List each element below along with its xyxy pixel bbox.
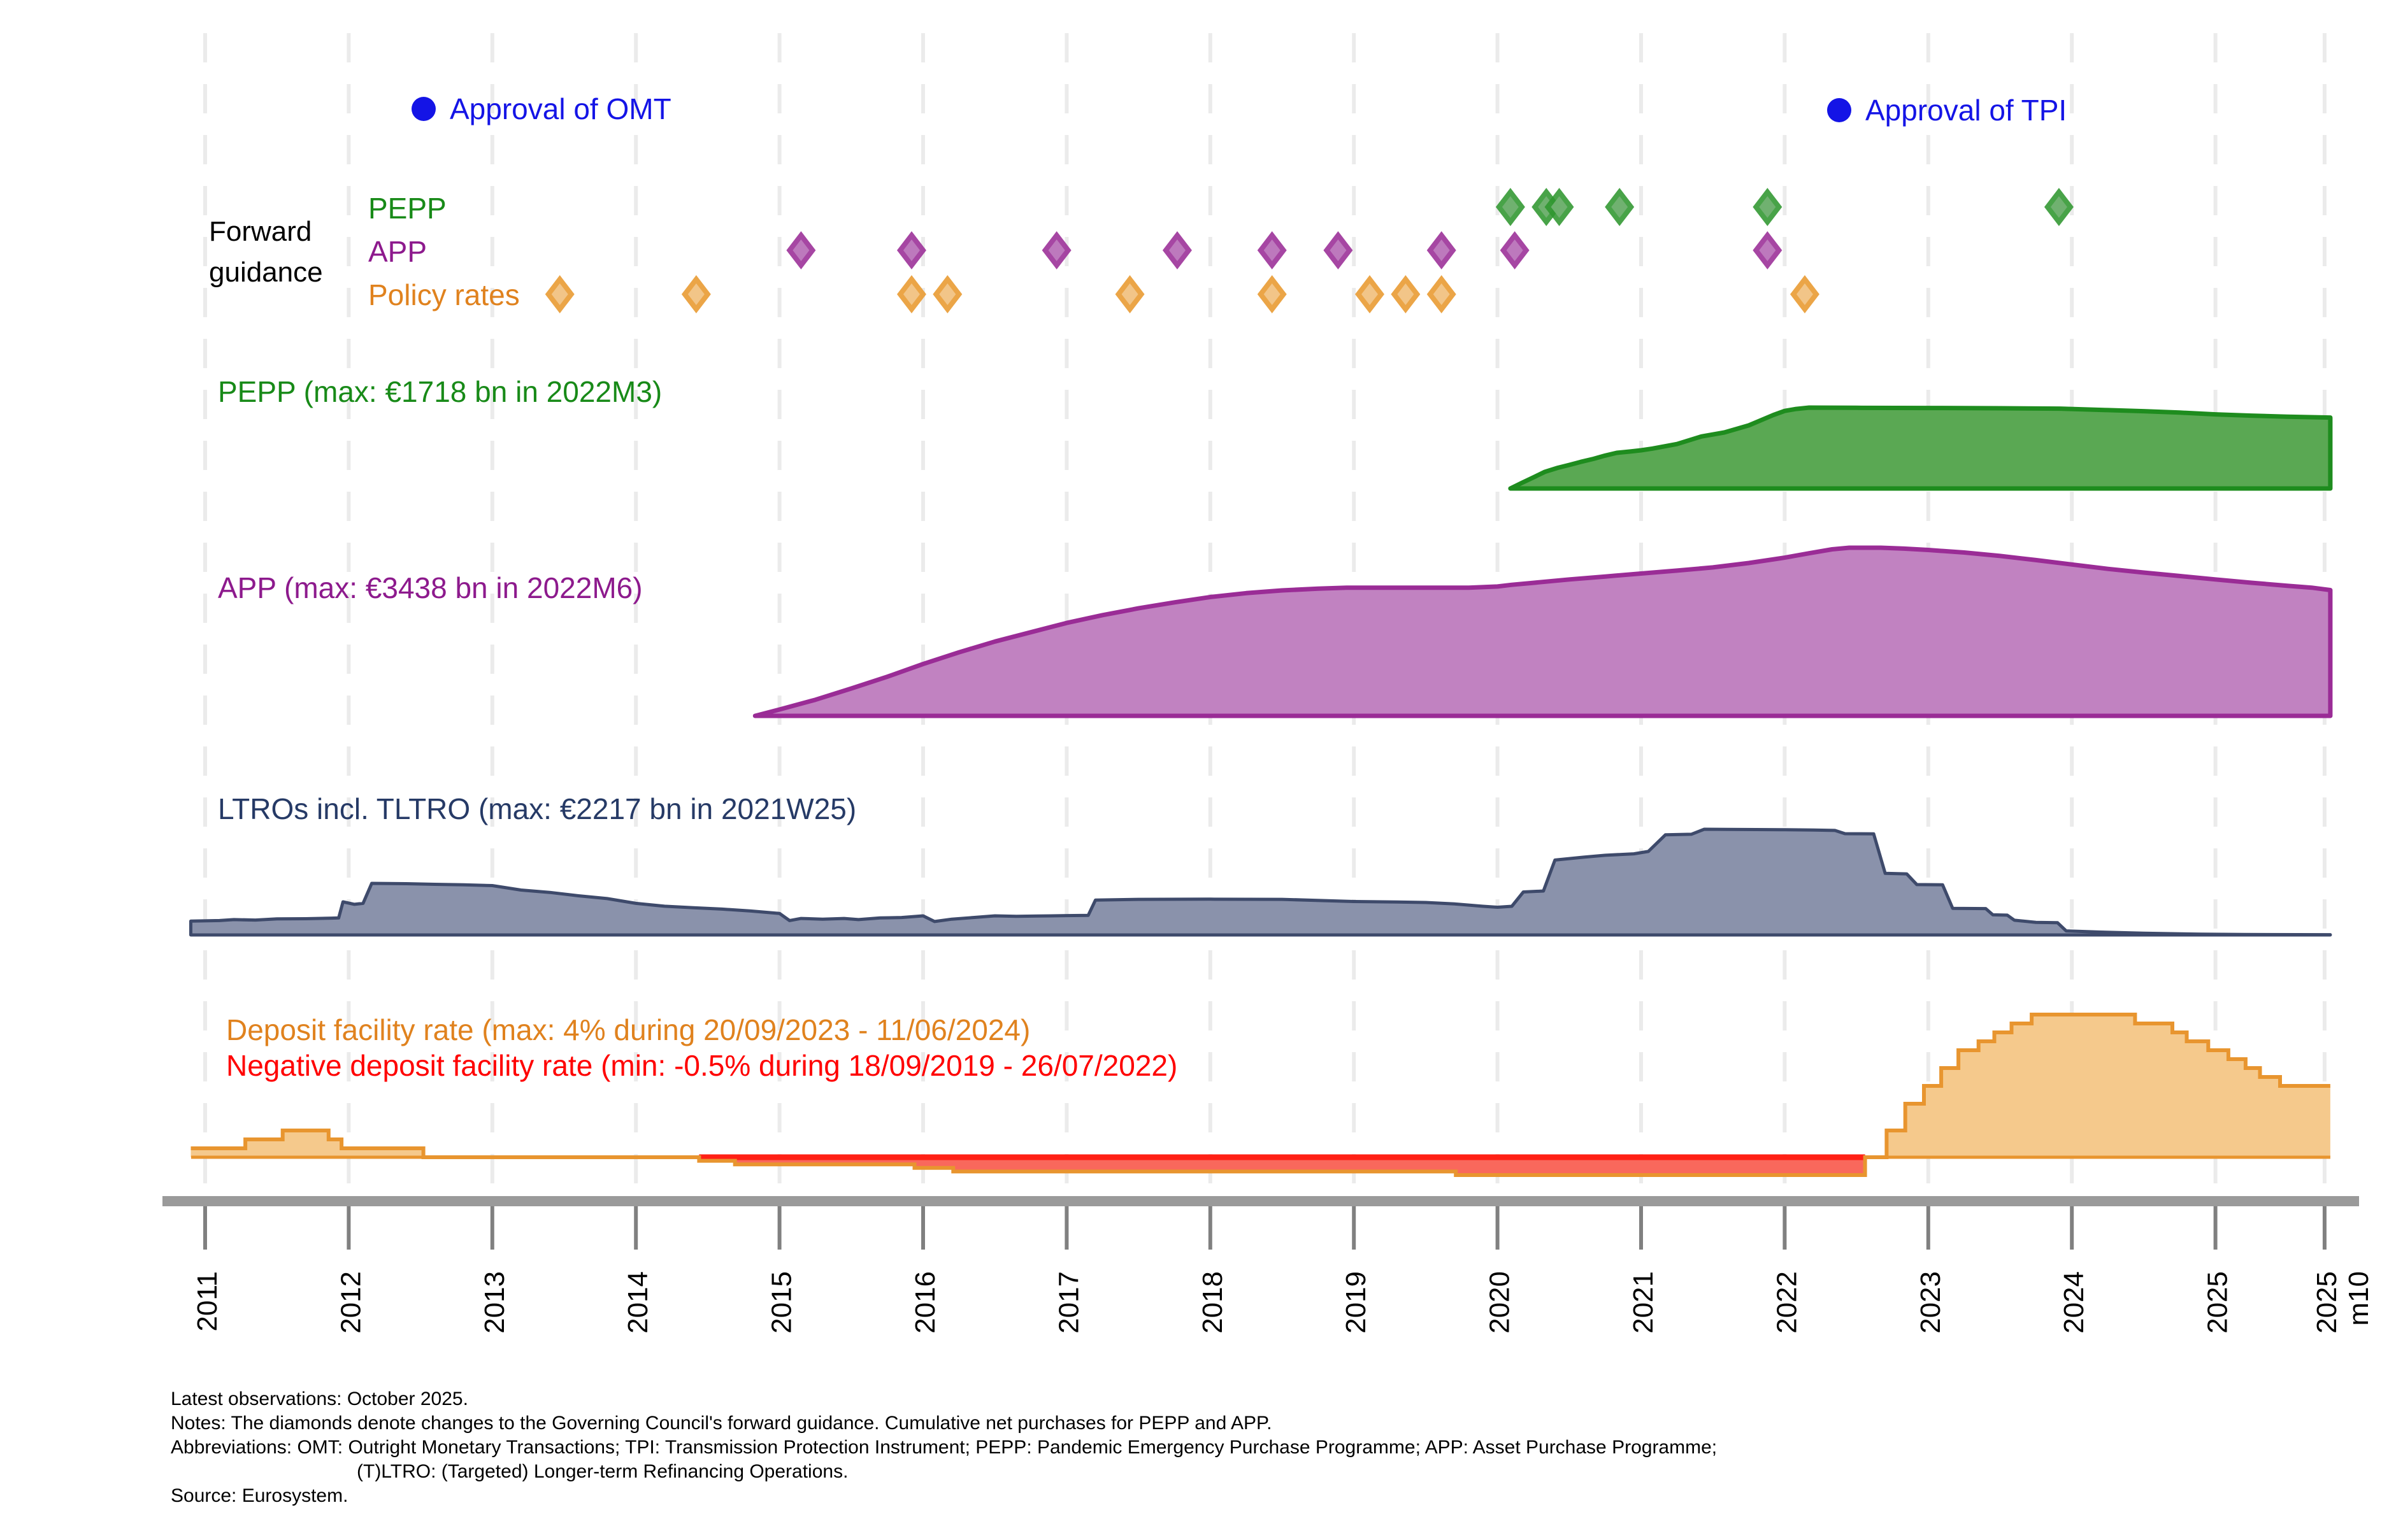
policy-rates-guidance-diamond-inner xyxy=(1433,283,1450,305)
x-axis-label: 2015 xyxy=(766,1271,798,1334)
app-guidance-diamond-inner xyxy=(1759,239,1776,261)
app-guidance-diamond-inner xyxy=(1330,239,1347,261)
x-axis-label: 2018 xyxy=(1197,1271,1228,1334)
policy-rates-guidance-diamond-inner xyxy=(939,283,956,305)
legend-tpi-label: Approval of TPI xyxy=(1865,94,2067,127)
forward-guidance-app-label: APP xyxy=(368,235,427,268)
legend-approval-omt: Approval of OMT xyxy=(412,92,671,126)
footnote-abbreviations: Abbreviations: OMT: Outright Monetary Tr… xyxy=(171,1437,1718,1458)
pepp-guidance-diamond-inner xyxy=(1759,196,1776,218)
deposit-rate-title: Deposit facility rate (max: 4% during 20… xyxy=(226,1013,1031,1046)
policy-rates-guidance-diamond-inner xyxy=(1263,283,1280,305)
x-axis-label: 2025 xyxy=(2311,1271,2342,1334)
x-axis-label: 2023 xyxy=(1915,1271,1946,1334)
forward-guidance-line2: guidance xyxy=(209,257,323,288)
forward-guidance-policy-rates-label: Policy rates xyxy=(368,278,520,311)
x-axis-label: 2020 xyxy=(1484,1271,1516,1334)
app-guidance-diamond-inner xyxy=(1263,239,1280,261)
negative-deposit-rate-title: Negative deposit facility rate (min: -0.… xyxy=(226,1049,1178,1082)
policy-rates-guidance-diamond-inner xyxy=(903,283,920,305)
policy-rates-guidance-diamond-inner xyxy=(1121,283,1138,305)
deposit-rate-negative-fill xyxy=(190,1157,2330,1175)
x-axis-label: 2019 xyxy=(1340,1271,1372,1334)
tpi-dot-icon xyxy=(1827,98,1851,122)
policy-rates-guidance-diamond-inner xyxy=(1361,283,1378,305)
app-guidance-diamond-inner xyxy=(1433,239,1450,261)
x-axis-label: 2025 xyxy=(2202,1271,2234,1334)
x-axis-label: 2016 xyxy=(910,1271,941,1334)
pepp-area xyxy=(1508,405,2333,491)
pepp-guidance-diamond-inner xyxy=(1502,196,1519,218)
app-guidance-diamond-inner xyxy=(1506,239,1523,261)
legend-approval-tpi: Approval of TPI xyxy=(1827,93,2067,127)
policy-rates-guidance-diamond-inner xyxy=(687,283,705,305)
x-axis-label: 2024 xyxy=(2058,1271,2090,1334)
x-axis-label: 2022 xyxy=(1771,1271,1802,1334)
policy-rates-guidance-diamond-inner xyxy=(551,283,568,305)
pepp-series-title: PEPP (max: €1718 bn in 2022M3) xyxy=(218,375,663,408)
forward-guidance-label: Forward guidance xyxy=(209,211,323,293)
app-area xyxy=(752,545,2333,718)
pepp-guidance-diamond-inner xyxy=(1551,196,1568,218)
x-axis-label: 2013 xyxy=(479,1271,510,1334)
forward-guidance-pepp-label: PEPP xyxy=(368,192,447,225)
footnote-latest-observations: Latest observations: October 2025. xyxy=(171,1388,468,1409)
pepp-guidance-diamond-inner xyxy=(2050,196,2067,218)
x-axis-label: 2011 xyxy=(192,1271,223,1332)
x-axis-label: 2017 xyxy=(1053,1271,1084,1334)
x-axis-sublabel: m10 xyxy=(2343,1271,2374,1326)
app-guidance-diamond-inner xyxy=(1168,239,1186,261)
omt-dot-icon xyxy=(412,97,436,121)
forward-guidance-line1: Forward xyxy=(209,216,312,247)
x-axis-label: 2012 xyxy=(335,1271,366,1334)
ltro-area xyxy=(189,827,2332,937)
deposit-rate-line xyxy=(190,1013,2330,1177)
x-axis-label: 2021 xyxy=(1628,1271,1659,1334)
app-series-title: APP (max: €3438 bn in 2022M6) xyxy=(218,571,643,604)
footnote-abbreviations-cont: (T)LTRO: (Targeted) Longer-term Refinanc… xyxy=(357,1461,849,1482)
footnotes: Latest observations: October 2025. Notes… xyxy=(171,1387,1717,1508)
footnote-notes: Notes: The diamonds denote changes to th… xyxy=(171,1413,1272,1434)
pepp-guidance-diamond-inner xyxy=(1611,196,1628,218)
app-guidance-diamond-inner xyxy=(793,239,810,261)
policy-rates-guidance-diamond-inner xyxy=(1397,283,1414,305)
policy-rates-guidance-diamond-inner xyxy=(1796,283,1813,305)
app-guidance-diamond-inner xyxy=(903,239,920,261)
ltro-series-title: LTROs incl. TLTRO (max: €2217 bn in 2021… xyxy=(218,792,857,825)
app-guidance-diamond-inner xyxy=(1048,239,1065,261)
x-axis-label: 2014 xyxy=(622,1271,654,1334)
deposit-rate-positive-fill xyxy=(190,1015,2330,1157)
legend-omt-label: Approval of OMT xyxy=(450,92,671,125)
footnote-source: Source: Eurosystem. xyxy=(171,1485,348,1506)
